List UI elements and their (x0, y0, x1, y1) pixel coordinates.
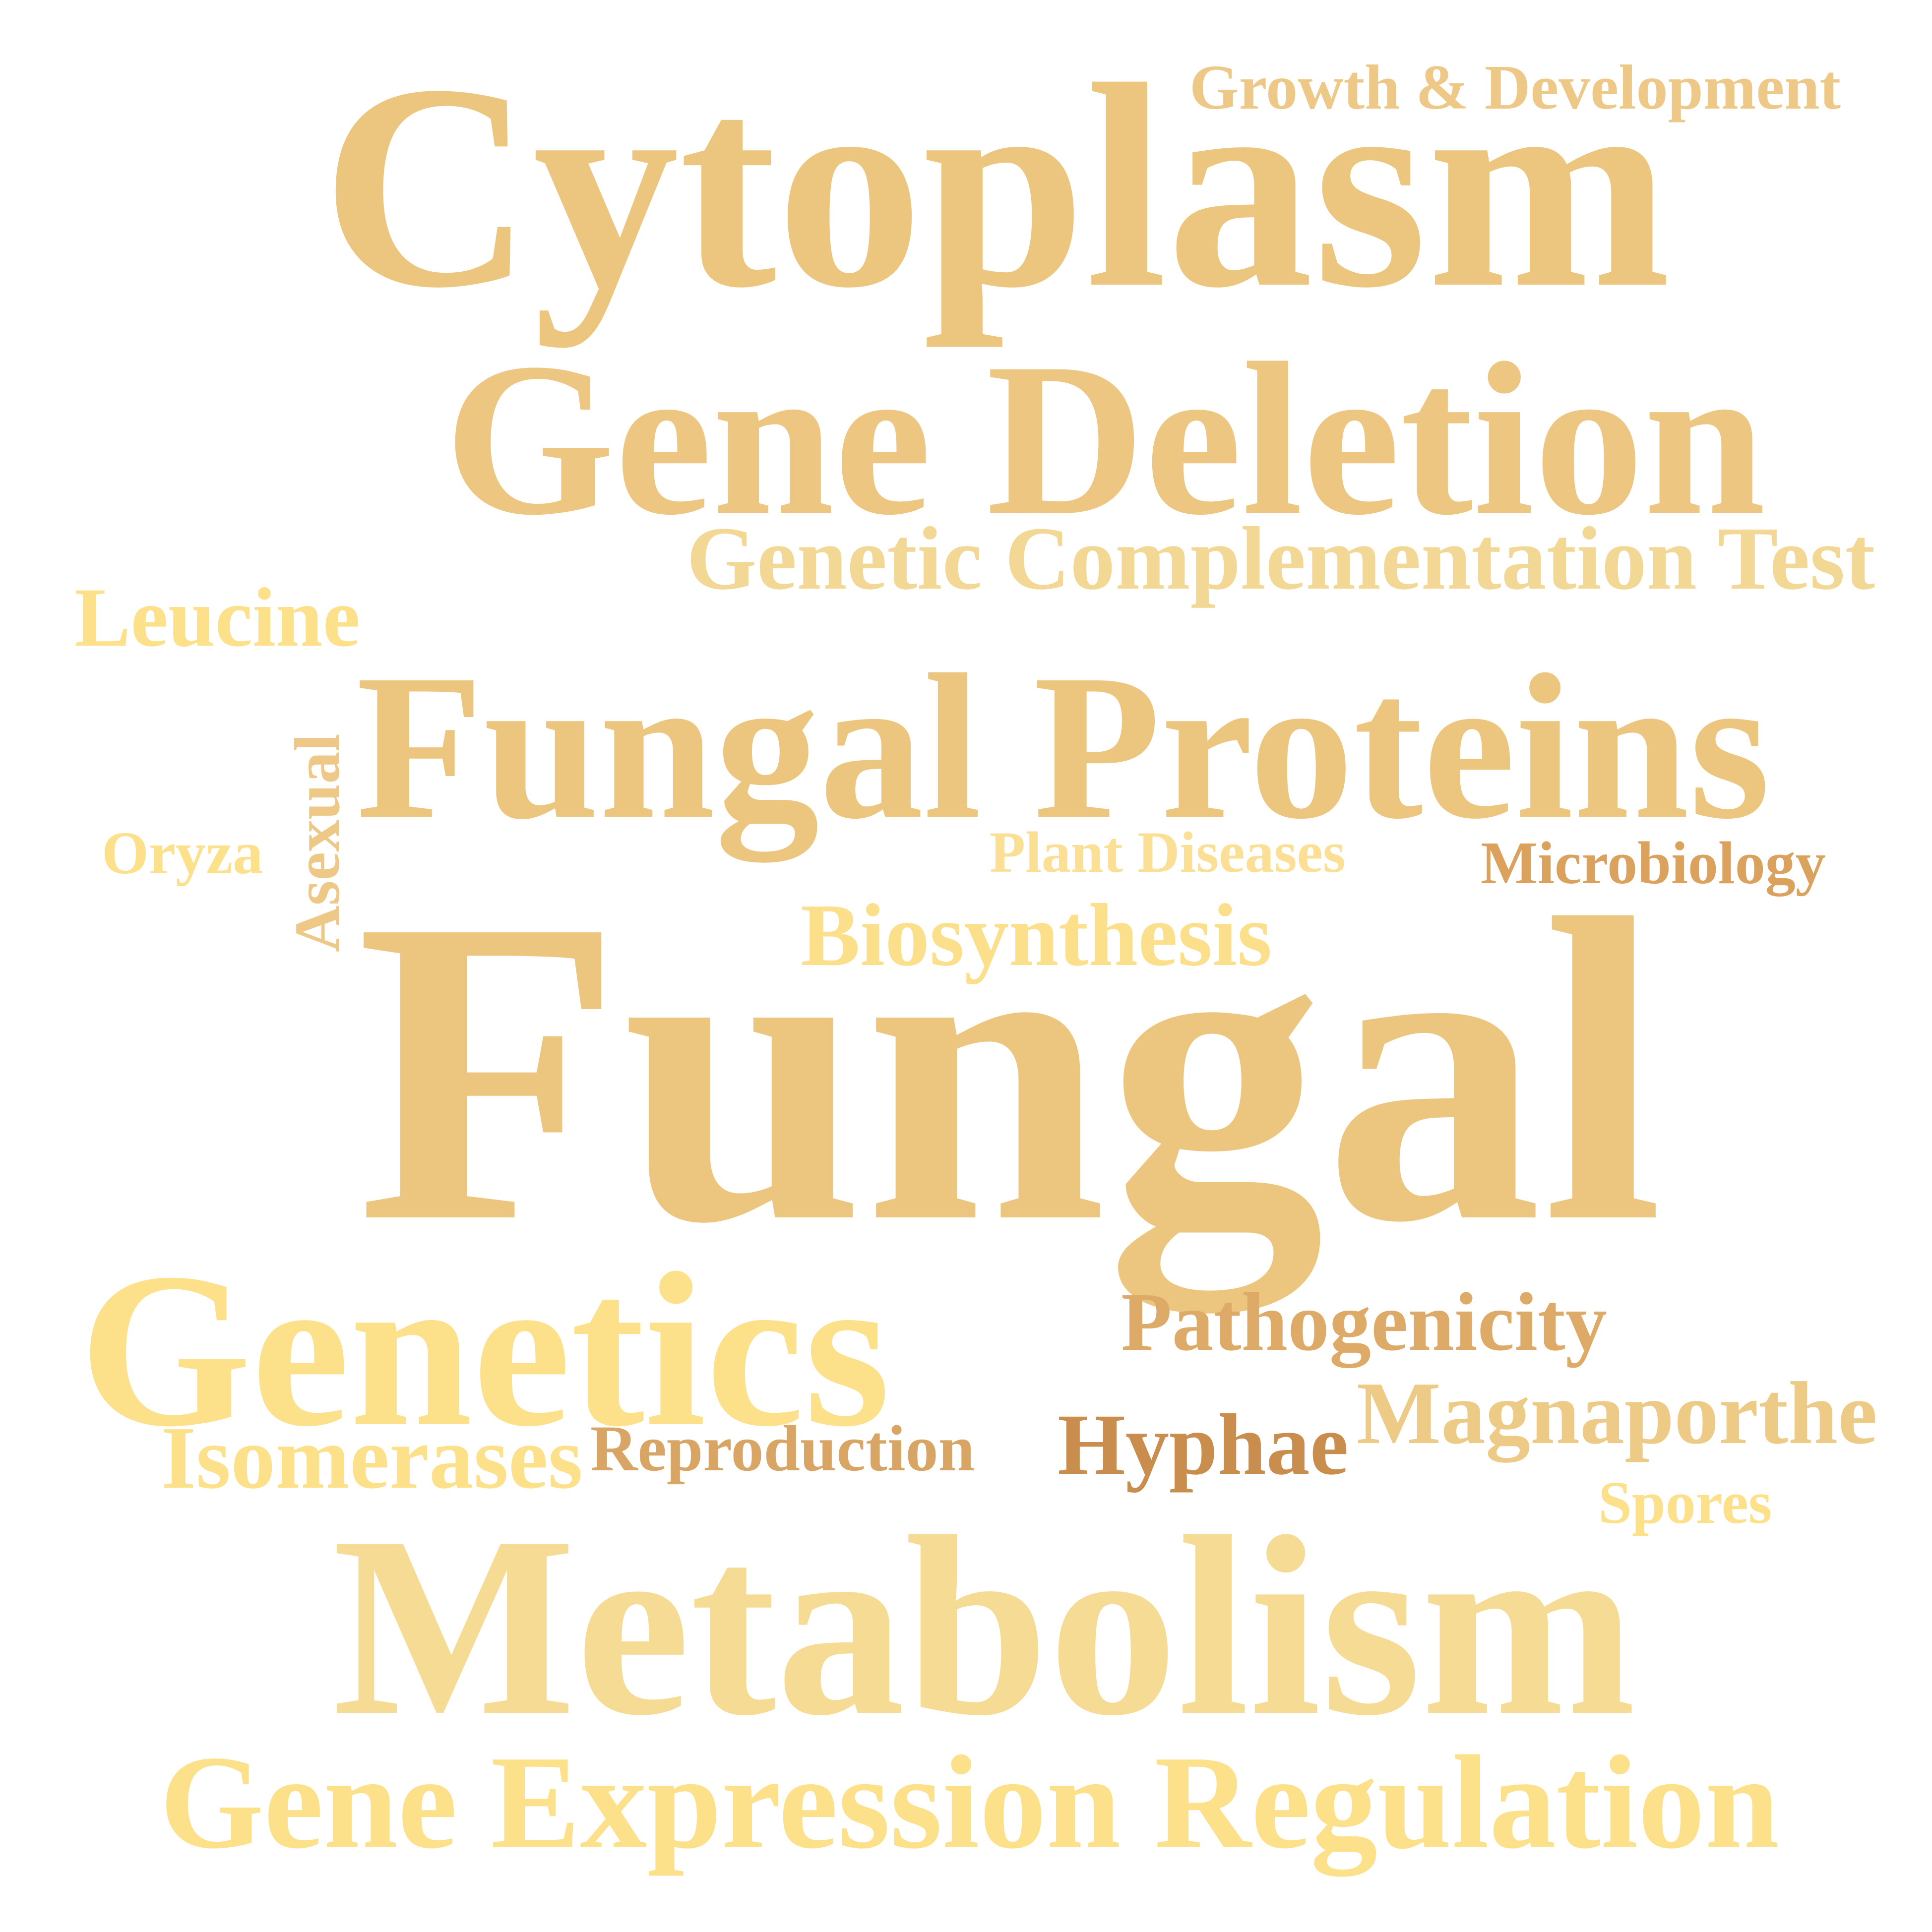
word-genetic-complementation-test: Genetic Complementation Test (686, 509, 1875, 608)
word-gene-expression-regulation: Gene Expression Regulation (160, 1728, 1780, 1876)
word-asexual: Asexual (282, 733, 353, 952)
word-gene-deletion: Gene Deletion (444, 317, 1766, 560)
word-magnaporthe: Magnaporthe (1357, 1364, 1877, 1462)
word-leucine: Leucine (74, 571, 361, 664)
word-oryza: Oryza (102, 820, 263, 887)
word-fungal: Fungal (356, 830, 1663, 1312)
word-hyphae: Hyphae (1058, 1396, 1349, 1493)
word-biosynthesis: Biosynthesis (801, 886, 1272, 984)
word-pathogenicity: Pathogenicity (1121, 1276, 1607, 1368)
word-isomerases: Isomerases (161, 1408, 583, 1507)
word-genetics: Genetics (79, 1228, 890, 1472)
word-microbiology: Microbiology (1481, 830, 1826, 897)
word-spores: Spores (1598, 1469, 1772, 1536)
word-metabolism: Metabolism (332, 1484, 1636, 1769)
word-growth-development: Growth & Development (1189, 52, 1841, 122)
word-reproduction: Reproduction (590, 1412, 975, 1485)
word-fungal-proteins: Fungal Proteins (356, 631, 1770, 862)
word-cytoplasm: Cytoplasm (321, 24, 1671, 348)
word-plant-diseases: Plant Diseases (990, 820, 1346, 885)
